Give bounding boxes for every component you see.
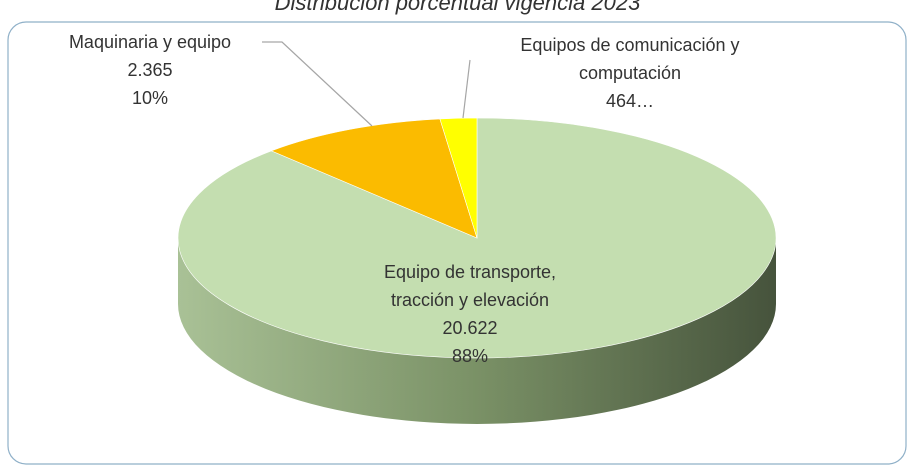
frame — [7, 21, 907, 465]
category-label: Maquinaria y equipo — [68, 32, 232, 52]
slice-label: Equipo de transporte, tracción y elevaci… — [370, 258, 570, 370]
value-label: 464… — [605, 91, 655, 111]
slice-label: Maquinaria y equipo 2.365 10% — [30, 28, 270, 112]
category-label: Equipo de transporte, tracción y elevaci… — [383, 262, 557, 310]
leader-line — [462, 59, 471, 119]
slice — [177, 117, 777, 359]
value-label: 2.365 — [127, 60, 173, 80]
percent-label: 10% — [131, 88, 169, 108]
slice — [270, 118, 478, 239]
category-label: Equipos de comunicación y computación — [520, 35, 740, 83]
slice — [439, 117, 478, 239]
leader-line — [262, 41, 373, 127]
slice-label: Equipos de comunicación y computación 46… — [480, 31, 780, 115]
pie — [177, 117, 777, 424]
percent-label: 88% — [451, 346, 489, 366]
slice-side — [178, 238, 776, 424]
chart-title: Distribución porcentual vigencia 2023 — [274, 0, 641, 15]
value-label: 20.622 — [442, 318, 498, 338]
